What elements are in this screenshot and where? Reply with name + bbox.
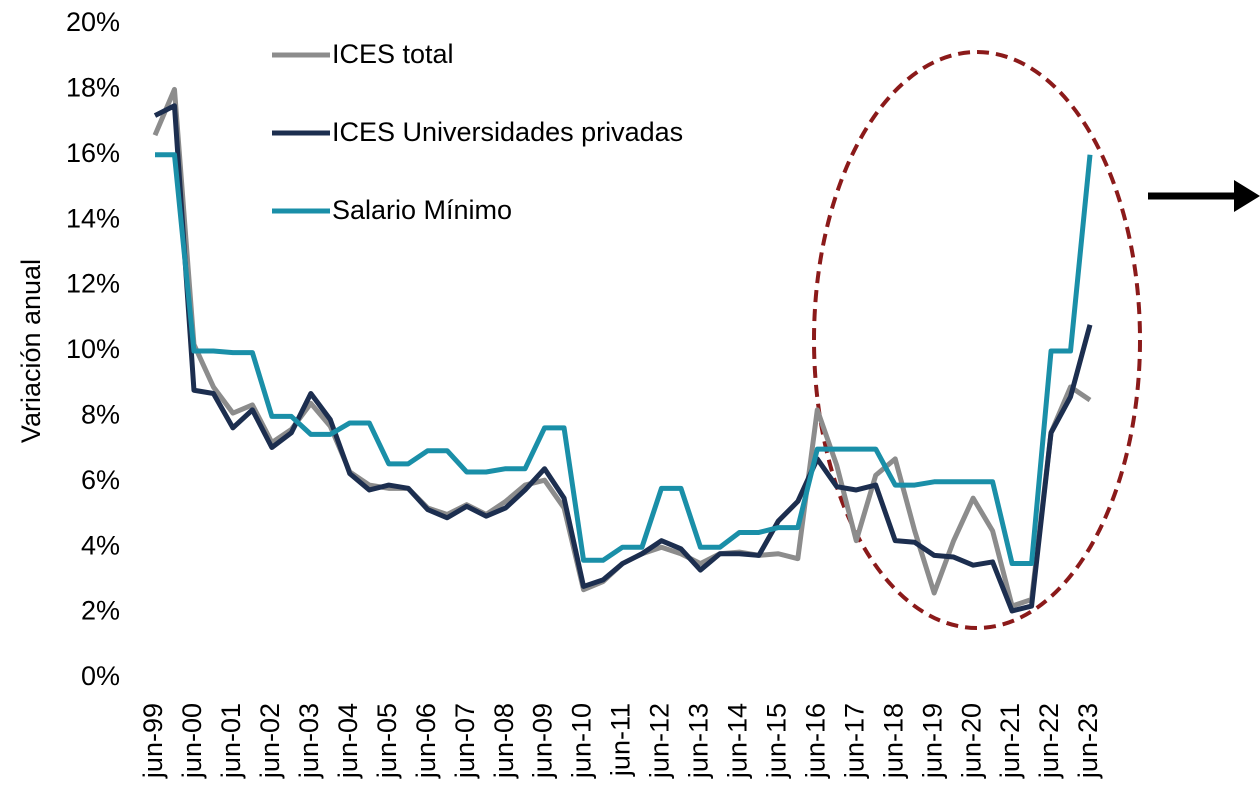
- x-tick-label: jun-99: [138, 703, 168, 779]
- x-tick-label: jun-14: [723, 703, 753, 779]
- x-tick-label: jun-05: [372, 703, 402, 779]
- y-tick-label: 12%: [66, 269, 120, 299]
- y-tick-label: 20%: [66, 7, 120, 37]
- series-line: [153, 103, 1093, 614]
- y-axis-label: Variación anual: [16, 259, 46, 443]
- x-tick-label: jun-16: [800, 703, 830, 779]
- y-tick-label: 8%: [81, 400, 120, 430]
- x-tick-label: jun-06: [411, 703, 441, 779]
- series-line: [152, 86, 1092, 609]
- x-tick-label: jun-02: [255, 703, 285, 779]
- x-tick-label: jun-15: [761, 703, 791, 779]
- y-tick-label: 18%: [66, 73, 120, 103]
- x-tick-label: jun-08: [489, 703, 519, 779]
- x-tick-label: jun-00: [177, 703, 207, 779]
- y-tick-label: 6%: [81, 465, 120, 495]
- y-tick-label: 10%: [66, 334, 120, 364]
- x-tick-label: jun-22: [1034, 703, 1064, 779]
- x-tick-label: jun-10: [567, 703, 597, 779]
- x-tick-label: jun-03: [294, 703, 324, 779]
- x-tick-label: jun-07: [450, 703, 480, 779]
- x-tick-label: jun-13: [684, 703, 714, 779]
- legend-label: ICES total: [332, 39, 454, 69]
- x-tick-label: jun-12: [645, 703, 675, 779]
- y-tick-label: 14%: [66, 203, 120, 233]
- legend-label: Salario Mínimo: [332, 195, 512, 225]
- y-tick-label: 4%: [81, 530, 120, 560]
- x-tick-label: jun-18: [878, 703, 908, 779]
- legend-label: ICES Universidades privadas: [332, 117, 683, 147]
- y-tick-label: 2%: [81, 596, 120, 626]
- x-tick-label: jun-01: [216, 703, 246, 779]
- arrow-head: [1234, 180, 1260, 212]
- highlight-ellipse: [812, 50, 1142, 630]
- x-tick-label: jun-11: [606, 703, 636, 777]
- y-tick-label: 16%: [66, 138, 120, 168]
- x-tick-label: jun-09: [528, 703, 558, 779]
- y-tick-label: 0%: [81, 661, 120, 691]
- x-tick-label: jun-21: [995, 703, 1025, 779]
- x-tick-label: jun-19: [917, 703, 947, 779]
- x-tick-label: jun-17: [839, 703, 869, 779]
- series-line: [155, 152, 1093, 567]
- x-tick-label: jun-23: [1073, 703, 1103, 779]
- x-tick-label: jun-20: [956, 703, 986, 779]
- x-tick-label: jun-04: [333, 703, 363, 779]
